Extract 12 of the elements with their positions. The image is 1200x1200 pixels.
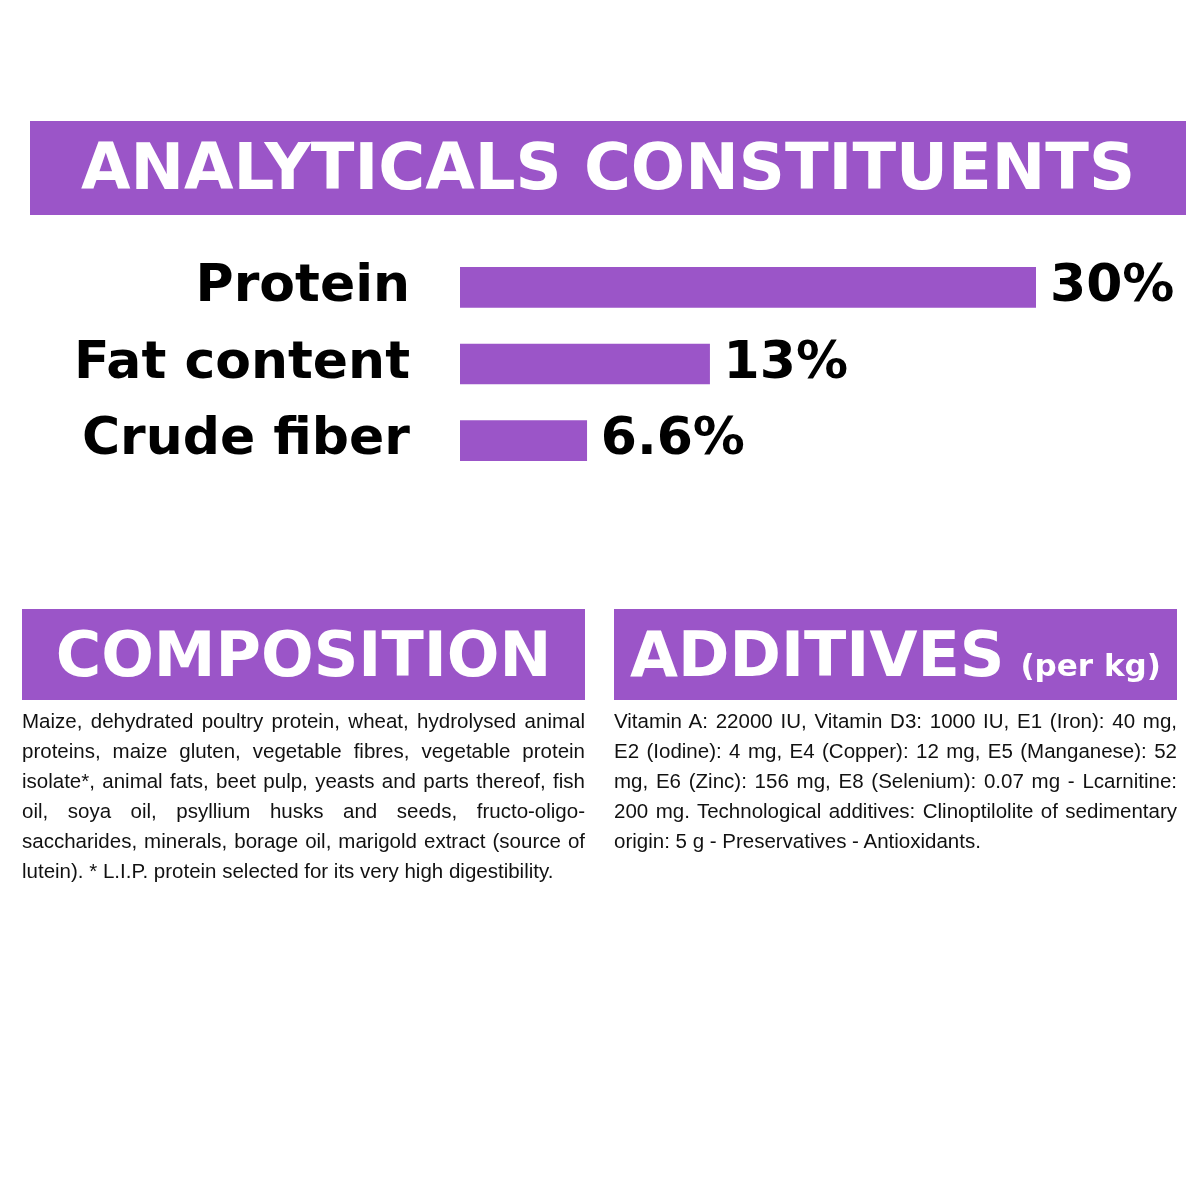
- data-label: 6.6%: [600, 406, 745, 467]
- data-label: 13%: [723, 329, 849, 390]
- data-label: 30%: [1050, 252, 1175, 313]
- y-tick-label: Crude fiber: [81, 406, 411, 467]
- chart-title: ANALYTICALS CONSTITUENTS: [80, 130, 1136, 204]
- y-tick-label: Fat content: [73, 329, 410, 390]
- text: Vitamin A: 22000 IU, Vitamin D3: 1000 IU, E1 (Iron): 40 mg, E2 (Iodine): 4 mg, E4 (Copper): 12 mg, E5 (Manganese): 52 mg, E6 (Zinc): 156 mg, E8 (Selenium): 0.07 mg - Lcarnitine: 200 mg. Technological additives: Clinoptilolite of sedimentary origin: 5 g - Preservatives - Antioxidants.: [614, 708, 1177, 855]
- text: Maize, dehydrated poultry protein, wheat, hydrolysed animal proteins, maize gluten, vegetable fibres, vegetable protein isolate*, animal fats, beet pulp, yeasts and parts thereof, fish oil, soya oil, psyllium husks and seeds, fructo-oligo-saccharides, minerals, borage oil, marigold extract (source of lutein). * L.I.P. protein selected for its very high digestibility.: [22, 708, 585, 885]
- text: (per kg): [1020, 647, 1161, 683]
- y-tick-label: Protein: [195, 252, 410, 313]
- text: ADDITIVES: [630, 618, 1005, 691]
- text: COMPOSITION: [55, 618, 552, 691]
